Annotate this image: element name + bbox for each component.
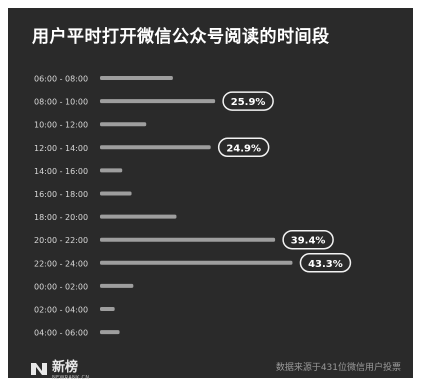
bar	[100, 191, 132, 196]
bar	[100, 307, 115, 311]
tick-label: 18:00 - 20:00	[34, 213, 88, 222]
bar	[100, 122, 147, 127]
tick-label: 10:00 - 12:00	[34, 121, 88, 130]
data-label: 24.9%	[226, 143, 261, 154]
bar	[100, 237, 276, 242]
data-label: 39.4%	[291, 236, 326, 247]
brand-logo: 新榜 NEWRANK.CN	[30, 356, 89, 381]
bar	[100, 283, 134, 288]
data-label: 25.9%	[231, 97, 266, 108]
tick-label: 16:00 - 18:00	[34, 190, 88, 199]
bar	[100, 214, 177, 219]
newrank-logo-icon	[31, 362, 47, 375]
bar	[100, 260, 293, 265]
tick-label: 00:00 - 02:00	[34, 282, 88, 291]
tick-label: 20:00 - 22:00	[34, 236, 88, 245]
bar	[100, 76, 173, 80]
tick-label: 08:00 - 10:00	[34, 98, 88, 107]
chart-card: 用户平时打开微信公众号阅读的时间段 06:00 - 08:00 08:00 - 1…	[8, 8, 413, 381]
chart-title: 用户平时打开微信公众号阅读的时间段	[32, 27, 330, 47]
tick-label: 12:00 - 14:00	[34, 144, 88, 153]
tick-label: 14:00 - 16:00	[34, 167, 88, 176]
source-note: 数据来源于431位微信用户投票	[275, 363, 401, 373]
bar	[100, 145, 211, 150]
data-label: 43.3%	[308, 259, 343, 270]
data-label-badge	[217, 137, 270, 158]
chart-plot: 06:00 - 08:00 08:00 - 10:00 25.9% 10:00 - 1…	[34, 75, 352, 338]
bar	[100, 168, 123, 173]
brand-name: 新榜	[52, 360, 79, 375]
data-label-badge	[299, 253, 352, 273]
tick-label: 22:00 - 24:00	[34, 259, 88, 268]
tick-label: 02:00 - 04:00	[34, 306, 88, 315]
bar	[100, 99, 216, 104]
brand-sub: NEWRANK.CN	[52, 375, 90, 381]
data-label-badge	[282, 229, 334, 250]
tick-label: 04:00 - 06:00	[34, 329, 88, 338]
data-label-badge	[222, 91, 274, 111]
bar	[100, 330, 120, 335]
tick-label: 06:00 - 08:00	[34, 75, 88, 84]
